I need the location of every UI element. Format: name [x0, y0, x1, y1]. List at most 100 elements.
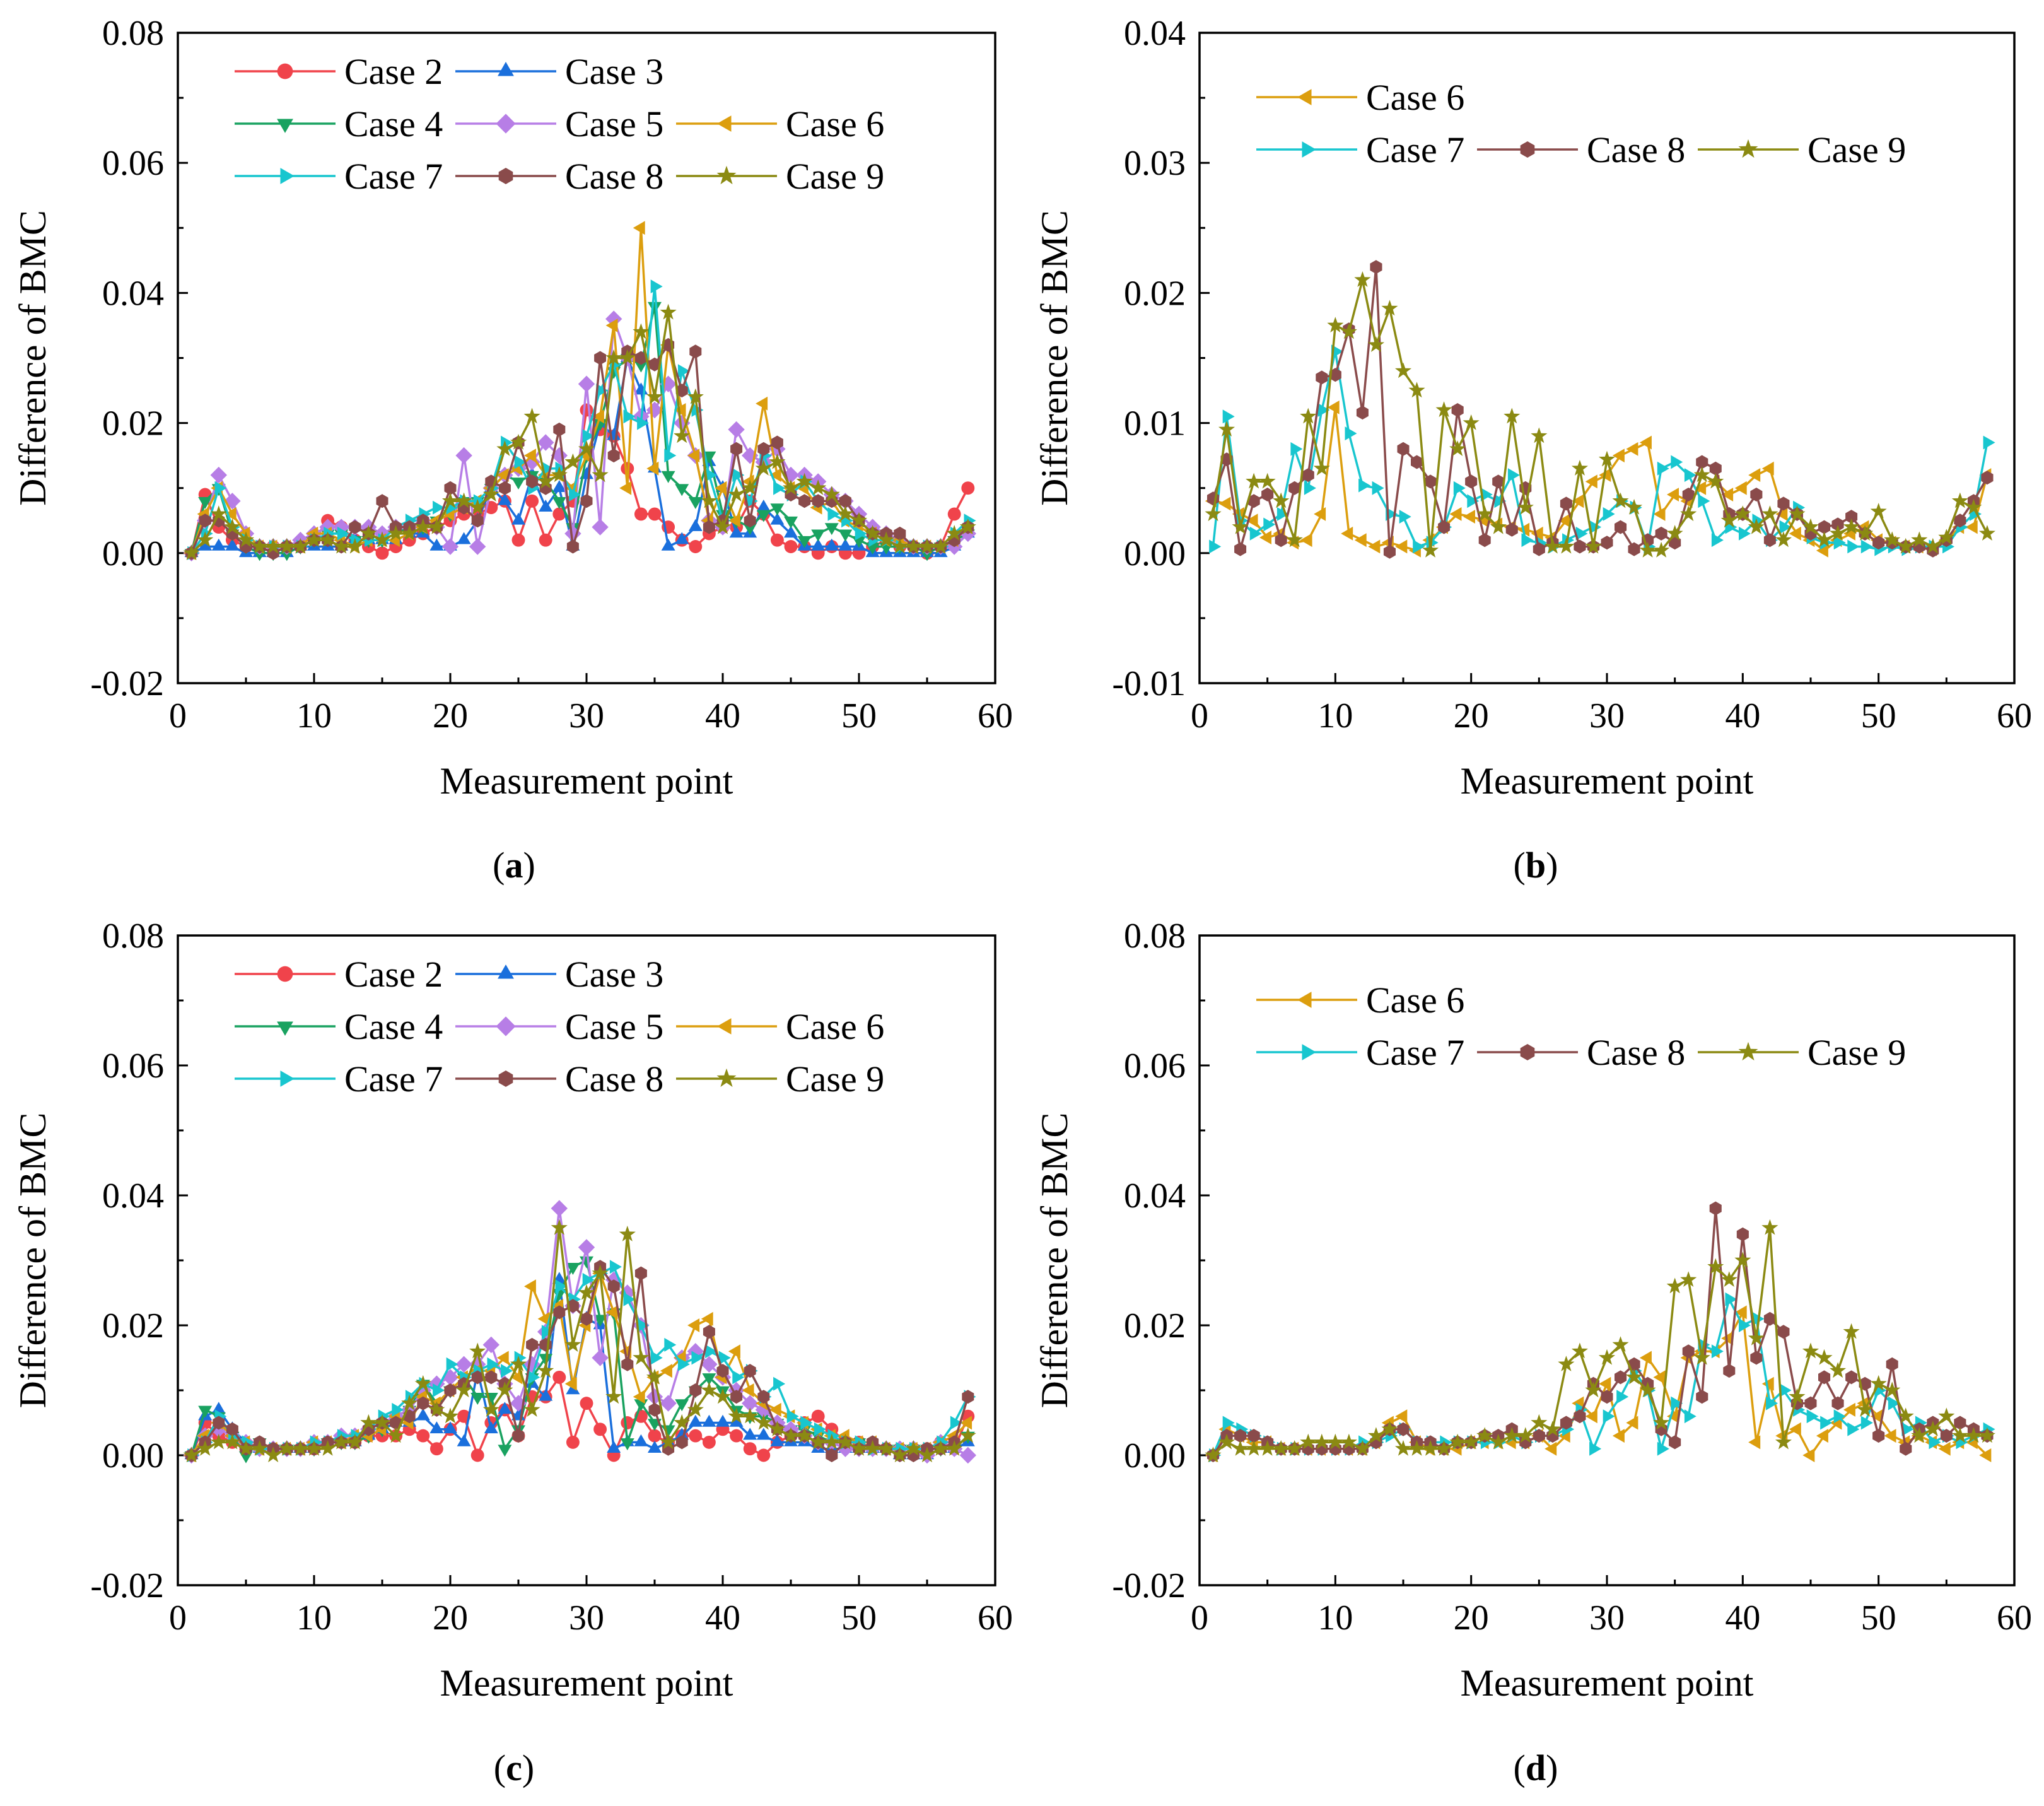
data-point: [619, 349, 636, 365]
data-point: [932, 537, 949, 554]
data-point: [1734, 505, 1751, 522]
data-point: [633, 323, 650, 339]
data-point: [580, 403, 593, 417]
data-point: [1422, 541, 1439, 558]
data-point: [1601, 1390, 1613, 1404]
data-point: [1804, 1396, 1817, 1410]
data-point: [1453, 481, 1466, 495]
data-point: [705, 468, 718, 482]
data-point: [1222, 409, 1235, 424]
data-point: [1816, 543, 1828, 558]
legend-marker: [1520, 1044, 1535, 1060]
data-point: [1684, 468, 1697, 482]
data-point: [580, 494, 593, 508]
data-point: [580, 1397, 593, 1410]
data-point: [1370, 260, 1382, 274]
data-point: [837, 505, 854, 522]
legend-label: Case 6: [786, 1006, 884, 1047]
data-point: [1478, 533, 1491, 548]
y-tick-label: 0.00: [1124, 534, 1186, 573]
series-case-9: [1205, 271, 1995, 558]
data-point: [1463, 510, 1475, 524]
data-point: [1616, 1390, 1629, 1404]
data-point: [1340, 323, 1357, 339]
data-point: [446, 1357, 458, 1371]
data-point: [292, 537, 309, 554]
data-point: [648, 1429, 662, 1443]
data-point: [714, 518, 732, 534]
plot-area-c: 0 10 20 30 40 50 60 -0.02 0.00 0.02 0.04 0.06 0.08 Me…: [12, 917, 1013, 1704]
data-point: [771, 435, 783, 450]
series-line: [1212, 1207, 1988, 1457]
data-point: [1490, 518, 1507, 534]
y-tick-label: 0.04: [1124, 1176, 1186, 1216]
data-point: [677, 364, 690, 378]
data-point: [1860, 1416, 1873, 1430]
series-case-9: [1205, 1219, 1995, 1463]
legend-item: Case 6: [1256, 77, 1464, 118]
data-point: [566, 1263, 580, 1275]
data-point: [810, 479, 827, 495]
data-point: [637, 416, 649, 430]
legend-marker: [498, 168, 513, 184]
data-point: [482, 1336, 499, 1354]
legend-item: Case 4: [235, 1006, 443, 1047]
data-point: [786, 1409, 799, 1424]
data-point: [441, 538, 459, 555]
x-axis-label: Measurement point: [1461, 1662, 1754, 1704]
data-point: [1897, 1407, 1914, 1424]
data-point: [648, 302, 662, 314]
data-point: [582, 429, 595, 443]
data-point: [703, 520, 715, 534]
data-point: [1246, 1440, 1263, 1456]
data-point: [237, 531, 255, 548]
data-point: [582, 1272, 595, 1287]
data-point: [1304, 481, 1316, 495]
legend-marker: [496, 114, 516, 134]
data-point: [416, 1429, 430, 1443]
y-tick-label: 0.00: [102, 534, 164, 573]
data-point: [1653, 1370, 1666, 1385]
data-point: [1884, 1429, 1896, 1443]
data-point: [592, 466, 609, 483]
legend-item: Case 9: [1698, 1032, 1906, 1073]
legend-item: Case 7: [235, 156, 443, 197]
data-point: [634, 360, 648, 373]
x-tick-label: 30: [569, 696, 604, 736]
data-point: [1734, 481, 1747, 495]
data-point: [782, 479, 800, 495]
data-point: [1397, 442, 1410, 456]
data-point: [784, 525, 798, 538]
data-point: [457, 1434, 471, 1446]
data-point: [947, 507, 961, 521]
data-point: [551, 466, 568, 483]
data-point: [526, 474, 539, 489]
data-point: [932, 1440, 949, 1456]
data-point: [319, 1440, 336, 1456]
data-point: [1601, 536, 1613, 550]
legend-item: Case 6: [1256, 980, 1464, 1021]
y-tick-label: -0.02: [90, 1566, 164, 1605]
data-point: [607, 449, 620, 463]
data-point: [1857, 525, 1874, 541]
data-point: [1451, 403, 1464, 417]
data-point: [1929, 1435, 1941, 1450]
data-point: [1449, 507, 1462, 521]
data-point: [1463, 1433, 1480, 1450]
data-point: [1358, 478, 1371, 493]
data-point: [210, 1433, 227, 1450]
plot-area-d: 0 10 20 30 40 50 60 -0.02 0.00 0.02 0.04 0.06 0.08 Me…: [1034, 917, 2032, 1704]
data-point: [648, 357, 661, 372]
legend-item: Case 3: [455, 51, 663, 92]
data-point: [687, 1318, 700, 1332]
y-tick-label: 0.04: [102, 1176, 164, 1216]
data-point: [511, 512, 525, 525]
legend-label: Case 7: [1366, 1032, 1464, 1073]
data-point: [1394, 362, 1412, 378]
data-point: [797, 536, 812, 548]
x-tick-label: 50: [1861, 1598, 1896, 1638]
x-axis-label: Measurement point: [1461, 760, 1754, 802]
data-point: [564, 525, 581, 542]
data-point: [496, 440, 513, 456]
data-point: [823, 1433, 840, 1450]
